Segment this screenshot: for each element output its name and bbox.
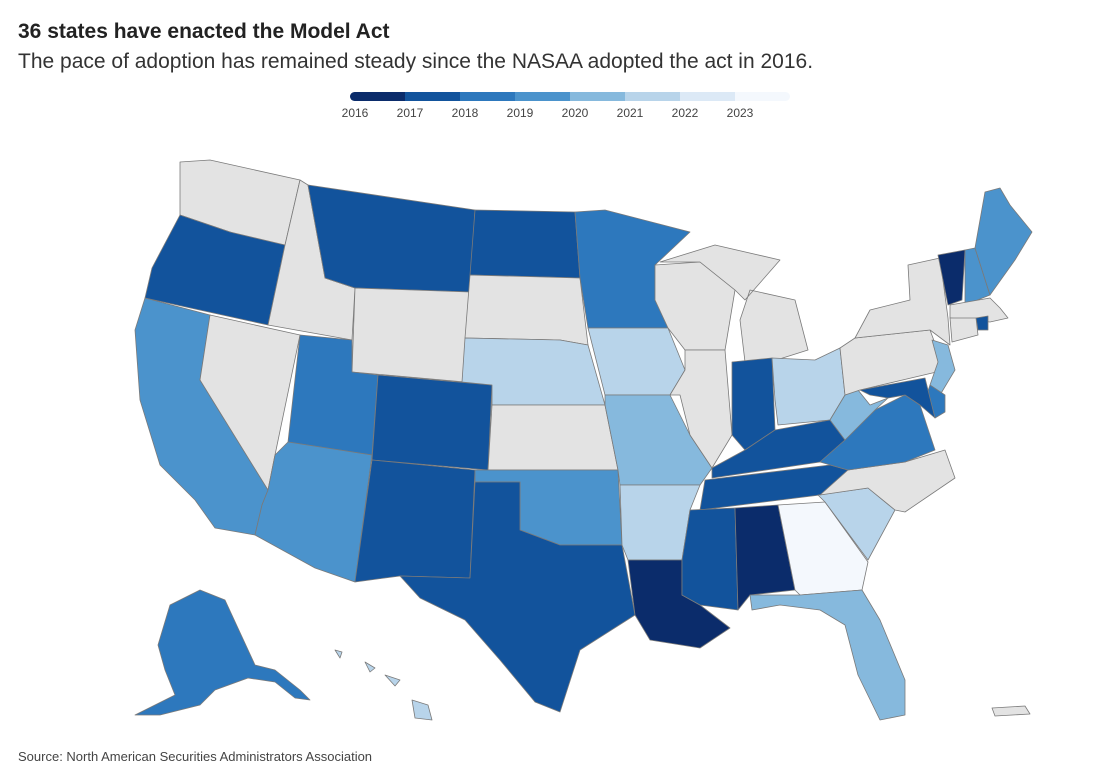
state-montana[interactable] bbox=[307, 184, 476, 293]
legend-swatch-2016 bbox=[350, 92, 405, 101]
legend-label-2019: 2019 bbox=[506, 106, 534, 120]
state-colorado[interactable] bbox=[371, 374, 493, 471]
legend-label-2023: 2023 bbox=[726, 106, 754, 120]
state-arizona[interactable] bbox=[254, 441, 373, 583]
state-alaska[interactable] bbox=[134, 589, 311, 716]
state-puerto-rico[interactable] bbox=[991, 705, 1031, 717]
legend-swatch-2023 bbox=[735, 92, 790, 101]
state-maine[interactable] bbox=[974, 187, 1033, 296]
state-mississippi[interactable] bbox=[681, 507, 739, 611]
legend-swatch-2022 bbox=[680, 92, 735, 101]
state-kansas[interactable] bbox=[487, 404, 619, 471]
legend-swatch-2018 bbox=[460, 92, 515, 101]
state-new-york[interactable] bbox=[854, 257, 951, 346]
legend-label-2022: 2022 bbox=[671, 106, 699, 120]
state-vermont[interactable] bbox=[937, 249, 966, 306]
legend-label-2021: 2021 bbox=[616, 106, 644, 120]
source-note: Source: North American Securities Admini… bbox=[18, 749, 373, 764]
state-iowa[interactable] bbox=[587, 327, 686, 396]
state-hawaii[interactable] bbox=[334, 649, 433, 721]
state-rhode-island[interactable] bbox=[975, 315, 989, 331]
legend-swatch-2020 bbox=[570, 92, 625, 101]
chart-title: 36 states have enacted the Model Act bbox=[18, 20, 390, 43]
legend-swatch-2019 bbox=[515, 92, 570, 101]
legend-label-2017: 2017 bbox=[396, 106, 424, 120]
state-new-mexico[interactable] bbox=[354, 459, 476, 583]
chart-subtitle: The pace of adoption has remained steady… bbox=[18, 50, 814, 73]
state-connecticut[interactable] bbox=[949, 317, 979, 343]
legend-swatch-2021 bbox=[625, 92, 680, 101]
year-legend: 2016 2017 2018 2019 2020 2021 2022 2023 bbox=[342, 92, 790, 122]
legend-swatch-2017 bbox=[405, 92, 460, 101]
state-south-dakota[interactable] bbox=[464, 274, 589, 346]
legend-label-2018: 2018 bbox=[451, 106, 479, 120]
state-florida[interactable] bbox=[749, 589, 906, 721]
state-north-dakota[interactable] bbox=[469, 209, 581, 279]
state-wyoming[interactable] bbox=[351, 287, 471, 383]
state-alabama[interactable] bbox=[734, 504, 796, 611]
state-illinois[interactable] bbox=[669, 349, 733, 469]
us-state-map bbox=[134, 159, 1033, 721]
state-maryland[interactable] bbox=[859, 377, 936, 419]
legend-label-2016: 2016 bbox=[341, 106, 369, 120]
state-texas[interactable] bbox=[399, 481, 636, 713]
legend-label-2020: 2020 bbox=[561, 106, 589, 120]
